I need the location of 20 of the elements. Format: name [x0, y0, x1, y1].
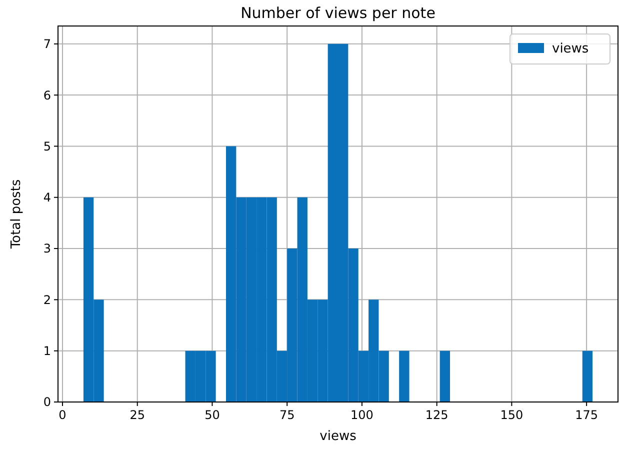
y-tick-label: 3 — [43, 242, 51, 256]
chart-title: Number of views per note — [240, 4, 436, 22]
y-axis-title: Total posts — [9, 179, 24, 250]
legend-label: views — [552, 42, 589, 57]
x-tick-label: 75 — [279, 408, 295, 422]
y-tick-label: 2 — [43, 292, 51, 307]
x-tick-label: 150 — [500, 408, 524, 422]
x-tick-label: 25 — [130, 408, 145, 422]
x-tick-label: 0 — [58, 408, 66, 422]
x-tick-label: 175 — [575, 408, 598, 422]
y-tick-label: 6 — [43, 88, 51, 102]
y-tick-label: 7 — [43, 37, 51, 52]
y-tick-label: 0 — [43, 395, 51, 410]
y-tick-label: 1 — [43, 344, 51, 358]
y-tick-label: 4 — [43, 190, 51, 205]
x-tick-label: 50 — [204, 408, 220, 422]
y-tick-label: 5 — [43, 139, 51, 154]
x-tick-label: 100 — [350, 408, 374, 422]
x-tick-label: 125 — [425, 408, 448, 422]
x-axis-title: views — [320, 429, 357, 444]
